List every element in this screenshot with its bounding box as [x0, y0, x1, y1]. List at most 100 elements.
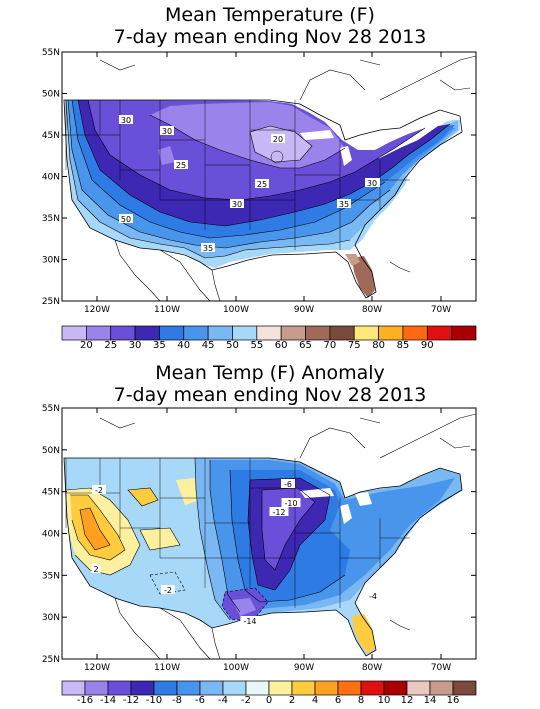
colorbar-label: 40 [177, 340, 190, 351]
map2-lat-label: 40N [42, 530, 60, 540]
map1-lat-label: 45N [42, 131, 60, 141]
contour-label-bg [119, 115, 133, 124]
contour-label-bg [92, 485, 106, 494]
colorbar-swatch [291, 680, 316, 696]
map2-neg-dashed [149, 571, 269, 621]
contour-label-bg [281, 498, 301, 507]
colorbar-label: 35 [153, 340, 166, 351]
colorbar-swatch [378, 325, 404, 341]
map1-lon-label: 110W [154, 305, 180, 315]
colorbar-swatch [268, 680, 293, 696]
map1-lake-huron [355, 134, 372, 148]
colorbar-swatch [61, 680, 86, 696]
colorbar-swatch [134, 325, 160, 341]
contour-label: 2 [93, 565, 98, 574]
contour-label-bg [271, 134, 285, 143]
colorbar-label: 6 [335, 695, 341, 706]
colorbar-swatch [199, 680, 224, 696]
colorbar-label: -2 [241, 695, 251, 706]
map2-lat-label: 55N [42, 404, 60, 414]
contour-label-bg [240, 616, 260, 625]
contour-label: 30 [232, 200, 242, 209]
contour-label-bg [366, 591, 380, 600]
colorbar-swatch [383, 680, 408, 696]
colorbar-label: -10 [146, 695, 162, 706]
colorbar-swatch [429, 680, 454, 696]
map2-fill-ut-warm [128, 488, 158, 506]
contour-label: 20 [273, 135, 283, 144]
map1-lat-label: 40N [42, 173, 60, 183]
map2-lat-label: 50N [42, 446, 60, 456]
colorbar-swatch [256, 325, 282, 341]
colorbar-label: 65 [299, 340, 312, 351]
map1-lat-label: 55N [42, 48, 60, 58]
map2-lon-label: 120W [84, 663, 110, 673]
colorbar-swatch [360, 680, 385, 696]
contour-label: 30 [367, 179, 377, 188]
colorbar-label: -8 [172, 695, 182, 706]
contour-label: -12 [272, 508, 285, 517]
colorbar-label: 4 [312, 695, 318, 706]
map1-lat-label: 30N [42, 256, 60, 266]
map1-lon-label: 70W [431, 305, 451, 315]
map1-fill-mtn3 [205, 160, 220, 195]
colorbar-swatch [207, 325, 233, 341]
colorbar-label: 0 [266, 695, 272, 706]
contour-label: 30 [121, 116, 131, 125]
contour-label: -14 [243, 617, 256, 626]
colorbar-label: 60 [275, 340, 288, 351]
map1-panel: 30 30 25 25 30 20 35 50 35 30 30 55N 50N 45N 40N 35N 30… [42, 48, 477, 351]
map1-lat-label: 50N [42, 90, 60, 100]
colorbar-swatch [107, 680, 132, 696]
contour-label: 30 [162, 127, 172, 136]
map1-fill-mtn2 [158, 146, 175, 165]
colorbar-swatch [183, 325, 209, 341]
map2-field [63, 413, 476, 659]
map1-nova-blank [418, 100, 476, 120]
colorbar-label: 10 [378, 695, 391, 706]
colorbar-swatch [61, 325, 87, 341]
colorbar-swatch [84, 680, 109, 696]
contour-label: 25 [257, 180, 267, 189]
colorbar-label: 30 [129, 340, 142, 351]
colorbar-swatch [426, 325, 452, 341]
colorbar-label: 20 [80, 340, 93, 351]
contour-label-bg [161, 585, 175, 594]
colorbar-swatch [406, 680, 431, 696]
contour-label-bg [337, 199, 351, 208]
colorbar-label: 90 [421, 340, 434, 351]
colorbar-swatch [245, 680, 270, 696]
colorbar-swatch [159, 325, 185, 341]
contour-label-bg [230, 199, 244, 208]
colorbar-swatch [86, 325, 112, 341]
colorbar-swatch [451, 325, 477, 341]
colorbar-swatch [452, 680, 477, 696]
colorbar-label: 70 [324, 340, 337, 351]
colorbar-swatch [329, 325, 355, 341]
map1-us-outline [63, 99, 463, 299]
map2-coastlines [99, 413, 476, 659]
map2-title-line2: 7-day mean ending Nov 28 2013 [113, 384, 427, 406]
colorbar-swatch [153, 680, 178, 696]
contour-label-bg [255, 179, 269, 188]
colorbar-swatch [337, 680, 362, 696]
colorbar-label: -12 [123, 695, 139, 706]
map2-lake-superior [300, 488, 334, 498]
contour-label-bg [91, 564, 101, 573]
colorbar-swatch [110, 325, 136, 341]
map1-lon-label: 120W [84, 305, 110, 315]
map2-lake-huron [355, 492, 372, 506]
map2-title-line1: Mean Temp (F) Anomaly [155, 362, 385, 384]
map2-axes: 55N 50N 45N 40N 35N 30N 25N 120W 110W 100W 90W 80W 7… [42, 404, 476, 673]
colorbar-label: 8 [358, 695, 364, 706]
map2-lat-label: 45N [42, 488, 60, 498]
colorbar-label: 45 [202, 340, 215, 351]
map1-lon-label: 100W [223, 305, 249, 315]
colorbar-label: 2 [289, 695, 295, 706]
map1-fill-60-65 [345, 254, 360, 266]
map2-lon-label: 90W [294, 663, 314, 673]
colorbar-label: 16 [447, 695, 460, 706]
contour-label: 50 [121, 215, 131, 224]
map2-lon-label: 100W [223, 663, 249, 673]
map2-lon-label: 80W [362, 663, 382, 673]
